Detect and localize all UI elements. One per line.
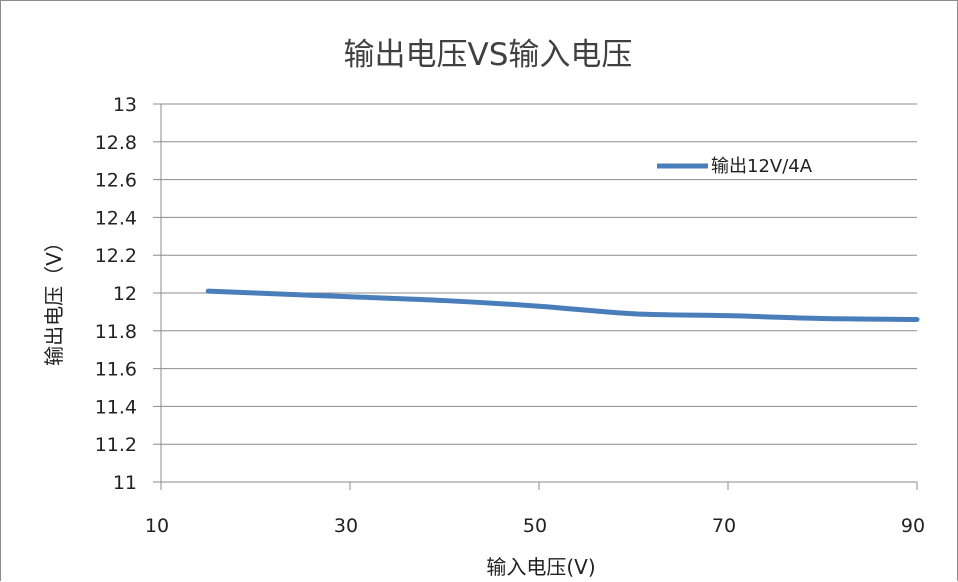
- x-tick-label: 90: [901, 515, 925, 537]
- x-tick-label: 30: [334, 515, 358, 537]
- y-axis-label: 输出电压（V）: [42, 232, 66, 366]
- y-tick-label: 12.2: [95, 245, 137, 267]
- y-tick-label: 11.8: [95, 321, 137, 343]
- y-tick-label: 11.4: [95, 396, 137, 418]
- y-tick-label: 13: [113, 94, 137, 116]
- axes: [153, 103, 918, 490]
- series-line: [205, 288, 920, 322]
- grid-lines: [161, 103, 917, 445]
- y-tick-label: 11.6: [95, 359, 137, 381]
- x-axis-label: 输入电压(V): [486, 555, 595, 579]
- legend: 输出12V/4A: [657, 156, 813, 177]
- legend-label: 输出12V/4A: [711, 156, 813, 177]
- y-tick-labels: 11 11.2 11.4 11.6 11.8 12 12.2 12.4 12.6 12.8 13: [95, 94, 137, 494]
- y-tick-label: 12.6: [95, 170, 137, 192]
- x-tick-label: 70: [712, 515, 736, 537]
- y-tick-label: 12: [113, 283, 137, 305]
- x-tick-label: 50: [523, 515, 547, 537]
- y-tick-label: 11: [113, 472, 137, 494]
- y-tick-label: 11.2: [95, 434, 137, 456]
- x-tick-labels: 10 30 50 70 90: [145, 515, 925, 537]
- y-tick-label: 12.8: [95, 132, 137, 154]
- x-tick-label: 10: [145, 515, 169, 537]
- series-lines: [205, 288, 920, 322]
- chart-title: 输出电压VS输入电压: [344, 37, 633, 73]
- y-tick-label: 12.4: [95, 207, 137, 229]
